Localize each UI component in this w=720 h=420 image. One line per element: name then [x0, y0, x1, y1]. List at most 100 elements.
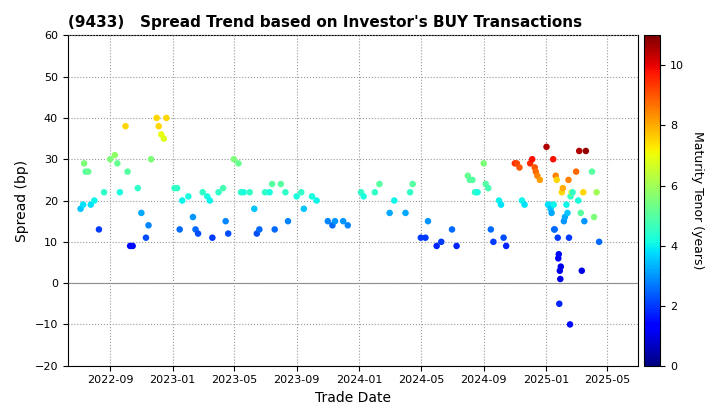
Point — [93, 226, 104, 233]
Point — [282, 218, 294, 225]
Point — [143, 222, 154, 228]
Point — [534, 176, 546, 183]
Point — [269, 226, 281, 233]
Point — [552, 255, 564, 262]
Point — [546, 210, 557, 216]
Point — [562, 210, 573, 216]
Point — [422, 218, 433, 225]
Point — [253, 226, 265, 233]
Point — [384, 210, 395, 216]
Point — [322, 218, 333, 225]
Point — [264, 189, 275, 196]
Point — [204, 197, 215, 204]
Point — [554, 300, 565, 307]
Point — [83, 168, 94, 175]
Point — [493, 197, 505, 204]
Point — [558, 218, 570, 225]
Point — [530, 168, 541, 175]
Point — [338, 218, 349, 225]
Point — [140, 234, 152, 241]
Point — [248, 205, 260, 212]
Point — [588, 214, 600, 220]
Point — [580, 147, 592, 154]
Point — [171, 185, 183, 192]
Point — [153, 123, 164, 129]
Point — [192, 230, 204, 237]
Point — [464, 176, 476, 183]
Point — [498, 234, 509, 241]
Point — [544, 201, 555, 208]
Point — [576, 268, 588, 274]
Point — [431, 243, 442, 249]
Point — [77, 201, 89, 208]
Point — [554, 268, 566, 274]
Point — [389, 197, 400, 204]
Point — [542, 201, 554, 208]
Point — [235, 189, 247, 196]
Point — [125, 243, 136, 249]
Point — [559, 214, 571, 220]
Point — [244, 189, 256, 196]
Point — [122, 168, 133, 175]
Point — [561, 201, 572, 208]
Point — [295, 189, 307, 196]
Point — [127, 243, 138, 249]
Point — [89, 197, 100, 204]
Point — [78, 160, 90, 167]
Point — [202, 193, 213, 200]
Y-axis label: Maturity Tenor (years): Maturity Tenor (years) — [690, 131, 703, 270]
Point — [552, 234, 564, 241]
Point — [233, 160, 244, 167]
Point — [509, 160, 521, 167]
Point — [487, 239, 499, 245]
Point — [311, 197, 323, 204]
Point — [579, 218, 590, 225]
Point — [222, 230, 234, 237]
Point — [547, 156, 559, 163]
Text: (9433)   Spread Trend based on Investor's BUY Transactions: (9433) Spread Trend based on Investor's … — [68, 15, 582, 30]
Point — [550, 172, 562, 179]
Point — [482, 185, 494, 192]
Point — [556, 189, 567, 196]
Point — [369, 189, 381, 196]
Point — [120, 123, 131, 129]
Point — [85, 201, 96, 208]
X-axis label: Trade Date: Trade Date — [315, 391, 391, 405]
Point — [228, 156, 240, 163]
Point — [104, 156, 116, 163]
Point — [485, 226, 497, 233]
Point — [190, 226, 202, 233]
Point — [570, 168, 582, 175]
Point — [207, 234, 218, 241]
Point — [577, 189, 589, 196]
Point — [516, 197, 528, 204]
Point — [238, 189, 249, 196]
Point — [573, 147, 585, 154]
Point — [415, 234, 426, 241]
Point — [564, 321, 576, 328]
Point — [358, 193, 369, 200]
Point — [557, 185, 569, 192]
Point — [519, 201, 531, 208]
Point — [469, 189, 481, 196]
Point — [407, 181, 418, 187]
Point — [99, 189, 110, 196]
Point — [75, 205, 86, 212]
Point — [548, 201, 559, 208]
Point — [529, 164, 541, 171]
Point — [212, 189, 224, 196]
Point — [446, 226, 458, 233]
Point — [555, 263, 567, 270]
Point — [112, 160, 123, 167]
Point — [567, 189, 578, 196]
Point — [593, 239, 605, 245]
Point — [174, 226, 186, 233]
Point — [80, 168, 91, 175]
Point — [563, 234, 575, 241]
Point — [451, 243, 462, 249]
Point — [176, 197, 188, 204]
Point — [151, 115, 163, 121]
Point — [553, 251, 564, 257]
Point — [183, 193, 194, 200]
Point — [575, 210, 587, 216]
